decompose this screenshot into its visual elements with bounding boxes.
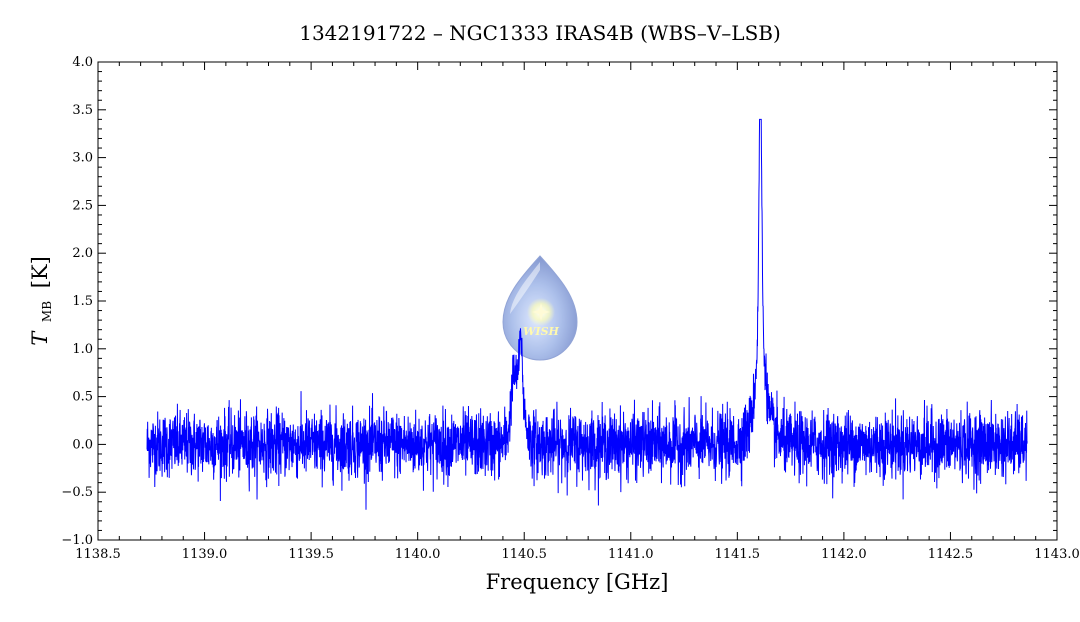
y-tick-label: 2.0 [72,246,93,261]
y-tick-label: 0.5 [72,390,93,405]
y-tick-label: 0.0 [72,437,93,452]
axis-ticks: 1138.5 1139.0 1139.5 1140.0 1140.5 1141.0 1141… [61,55,1079,562]
x-tick-label: 1141.0 [608,547,654,562]
y-axis-title-main: T [28,330,52,346]
y-tick-label: 1.0 [72,342,93,357]
x-tick-label: 1143.0 [1034,547,1080,562]
y-axis-title: T MB [K] [28,256,56,346]
svg-text:T MB [K]: T MB [K] [28,256,56,346]
x-tick-label: 1140.5 [501,547,547,562]
x-tick-label: 1139.0 [182,547,228,562]
y-axis-title-unit: [K] [28,256,52,288]
y-tick-label: 1.5 [72,294,93,309]
x-tick-label: 1140.0 [395,547,441,562]
series-line-spectrum [146,118,1028,510]
x-tick-label: 1142.0 [821,547,867,562]
y-tick-label: −1.0 [61,533,93,548]
water-drop-star-icon: WISH [502,255,578,361]
y-tick-label: 3.5 [72,103,93,118]
x-tick-label: 1141.5 [715,547,761,562]
logo-text: WISH [523,325,559,338]
y-tick-label: 3.0 [72,151,93,166]
y-tick-label: −0.5 [61,485,93,500]
chart-title: 1342191722 – NGC1333 IRAS4B (WBS–V–LSB) [299,21,781,45]
y-axis-title-sub: MB [40,301,54,322]
x-tick-label: 1142.5 [928,547,974,562]
y-tick-label: 4.0 [72,55,93,70]
x-axis-title: Frequency [GHz] [486,570,669,594]
x-tick-label: 1138.5 [75,547,121,562]
plot-frame [97,61,1058,541]
y-tick-label: 2.5 [72,198,93,213]
x-tick-label: 1139.5 [288,547,334,562]
